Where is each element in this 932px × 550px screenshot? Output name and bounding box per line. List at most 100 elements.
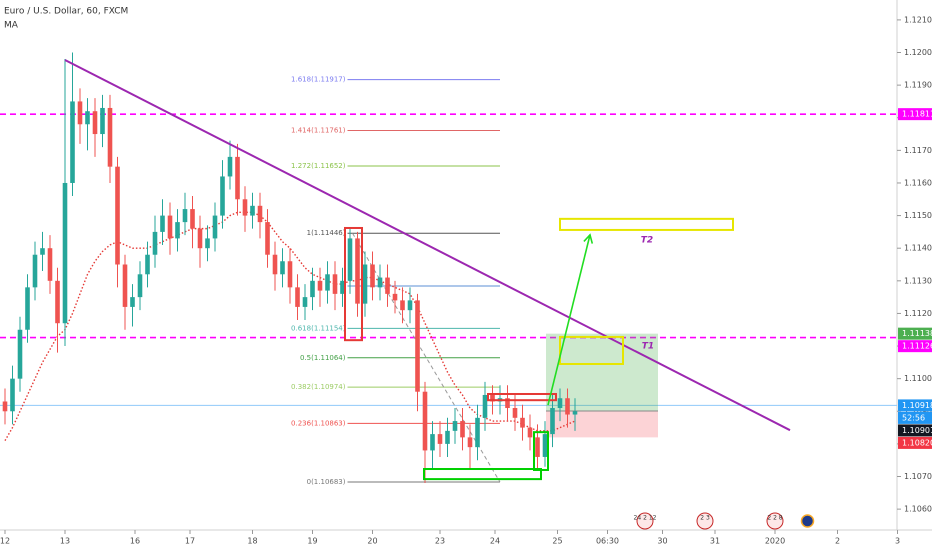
arrow <box>547 234 591 406</box>
event-label: 2 2 8 <box>767 515 782 522</box>
x-tick-label: 12 <box>0 537 10 546</box>
candle-body <box>152 231 158 255</box>
candle-body <box>422 391 428 451</box>
candle-body <box>467 437 473 448</box>
candle-body <box>317 280 323 291</box>
event-marker <box>636 512 654 530</box>
fib-label: 1.414(1.11761) <box>291 126 346 134</box>
target-label: T2 <box>641 236 653 246</box>
candle-body <box>445 430 450 444</box>
candle-body <box>40 248 45 255</box>
candle-body <box>295 287 300 307</box>
candle-body <box>77 101 83 125</box>
candle-body <box>115 166 120 265</box>
price-marker-label: 1.11811 <box>902 110 932 119</box>
candle-body <box>122 264 128 307</box>
x-tick-label: 17 <box>185 537 195 546</box>
candle-body <box>482 394 488 418</box>
candle-body <box>535 437 540 457</box>
price-marker <box>898 108 932 121</box>
candle-body <box>70 101 75 183</box>
candle-body <box>437 434 443 444</box>
candle-body <box>145 254 150 275</box>
x-tick-label: 06:30 <box>596 537 619 546</box>
countdown-box <box>898 411 932 424</box>
indicator-label: MA <box>4 21 19 31</box>
annotation-box <box>344 226 363 342</box>
candle-body <box>17 329 23 379</box>
x-tick-label: 3 <box>895 537 900 546</box>
fib-label: 0.618(1.11154) <box>291 324 346 332</box>
annotation-box <box>423 468 542 481</box>
candle-body <box>62 182 68 324</box>
price-marker-label: 1.11138 <box>902 329 932 338</box>
candle-body <box>355 238 360 304</box>
x-tick-label: 2020 <box>765 537 785 546</box>
symbol-title: Euro / U.S. Dollar, 60, FXCM <box>4 7 128 17</box>
annotation-box <box>559 335 624 365</box>
candle-body <box>220 176 225 216</box>
candle-body <box>287 261 293 288</box>
annotation-box <box>533 431 549 471</box>
y-tick-label: 1.11400 <box>904 244 932 253</box>
candle-body <box>520 417 525 428</box>
y-tick-label: 1.12100 <box>904 15 932 24</box>
candle-body <box>130 297 135 307</box>
candle-body <box>257 205 263 223</box>
candle-body <box>227 156 233 177</box>
candle-body <box>340 280 345 294</box>
candle-body <box>362 264 368 304</box>
x-tick-label: 20 <box>367 537 377 546</box>
candle-body <box>265 222 270 255</box>
candle-body <box>332 274 338 294</box>
fib-label: 1.272(1.11652) <box>291 162 346 170</box>
candle-body <box>550 408 555 435</box>
candle-body <box>490 394 495 402</box>
candle-body <box>100 107 105 135</box>
candle-body <box>400 300 405 311</box>
x-tick-label: 2 <box>835 537 840 546</box>
candle-body <box>2 401 8 412</box>
price-marker-label: 1.10820 <box>902 438 932 447</box>
x-tick-label: 25 <box>552 537 562 546</box>
candle-body <box>407 300 413 311</box>
price-marker-label: 1.11126 <box>902 342 932 351</box>
candle-body <box>160 215 165 232</box>
candle-body <box>167 215 173 239</box>
x-tick-label: 23 <box>435 537 445 546</box>
y-tick-label: 1.10700 <box>904 472 932 481</box>
x-tick-label: 24 <box>490 537 500 546</box>
y-tick-label: 1.11300 <box>904 276 932 285</box>
event-marker <box>766 512 784 530</box>
fib-label: 1(1.11446) <box>307 229 346 237</box>
axes: 1.106001.107001.108001.109001.110001.111… <box>0 15 932 546</box>
candle-body <box>325 274 330 291</box>
candle-body <box>47 248 53 281</box>
candle-body <box>370 264 375 288</box>
price-marker-label: 1.10901 <box>902 426 932 435</box>
price-marker <box>898 436 932 449</box>
arrow-head <box>583 233 594 244</box>
candle-body <box>250 205 255 216</box>
candle-body <box>310 280 315 298</box>
candle-body <box>475 417 480 448</box>
candle-body <box>205 238 210 249</box>
y-tick-label: 1.11200 <box>904 309 932 318</box>
fib-label: 0.236(1.10863) <box>291 419 346 427</box>
target-label: T1 <box>642 342 654 352</box>
candle-body <box>385 277 390 294</box>
candle-body <box>302 297 308 307</box>
price-marker <box>898 399 932 412</box>
event-label: 2 3 <box>700 515 710 522</box>
countdown-label: 52:56 <box>902 413 925 422</box>
candle-body <box>242 199 248 216</box>
x-tick-label: 31 <box>710 537 720 546</box>
candle-body <box>92 111 98 135</box>
fib-label: 0.382(1.10974) <box>291 383 346 391</box>
candle-body <box>107 107 113 167</box>
candle-body <box>272 254 278 275</box>
candle-body <box>85 111 90 125</box>
y-tick-label: 1.12000 <box>904 48 932 57</box>
